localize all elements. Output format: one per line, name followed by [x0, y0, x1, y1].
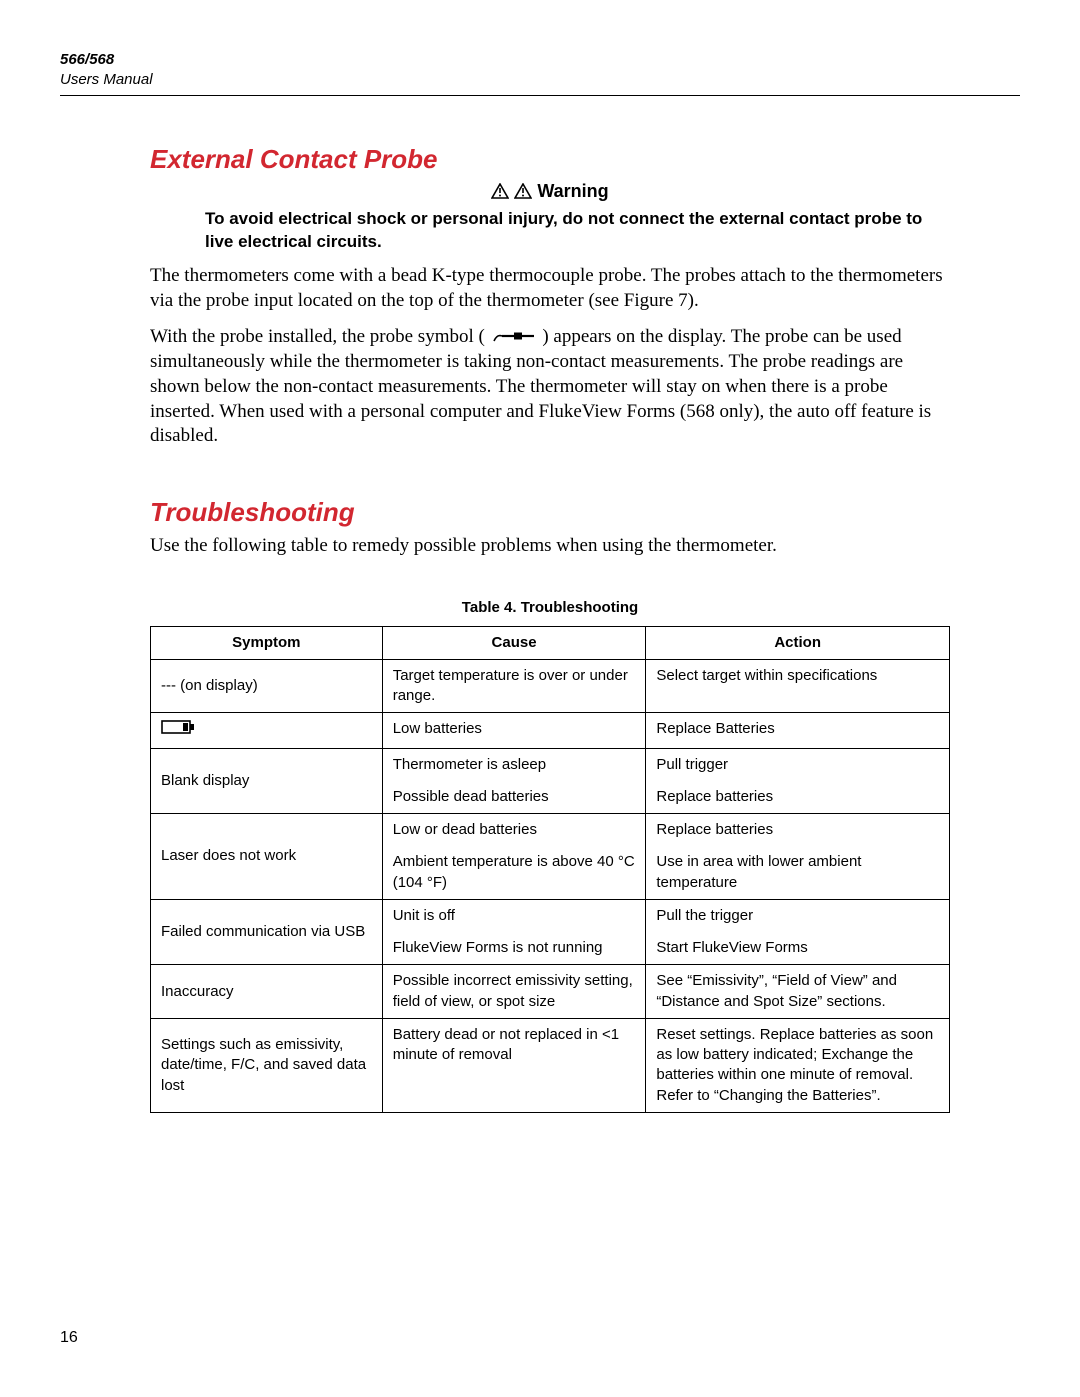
cell-cause: Target temperature is over or under rang… [382, 659, 646, 713]
warning-triangle-icon [491, 183, 509, 199]
cell-action: Use in area with lower ambient temperatu… [646, 846, 950, 899]
cell-cause: Thermometer is asleep [382, 748, 646, 781]
paragraph-troubleshooting-intro: Use the following table to remedy possib… [150, 534, 950, 559]
table-row: Failed communication via USB Unit is off… [151, 899, 950, 932]
cell-symptom: Blank display [151, 748, 383, 814]
cell-symptom: Failed communication via USB [151, 899, 383, 965]
cell-symptom: Inaccuracy [151, 965, 383, 1019]
cell-action: Start FlukeView Forms [646, 932, 950, 965]
table-row: Laser does not work Low or dead batterie… [151, 814, 950, 847]
cell-symptom: Laser does not work [151, 814, 383, 900]
page-number: 16 [60, 1329, 78, 1347]
cell-cause: Ambient temperature is above 40 °C (104 … [382, 846, 646, 899]
paragraph-probe-intro: The thermometers come with a bead K-type… [150, 264, 950, 313]
cell-action: Select target within specifications [646, 659, 950, 713]
table-header-row: Symptom Cause Action [151, 626, 950, 659]
warning-triangle-icon [514, 183, 532, 199]
table-row: Blank display Thermometer is asleep Pull… [151, 748, 950, 781]
battery-low-icon [161, 719, 195, 741]
cell-symptom: --- (on display) [151, 659, 383, 713]
probe-symbol-icon [492, 326, 536, 351]
troubleshooting-table: Symptom Cause Action --- (on display) Ta… [150, 626, 950, 1113]
col-symptom: Symptom [151, 626, 383, 659]
cell-action: Replace batteries [646, 814, 950, 847]
cell-action: Replace Batteries [646, 713, 950, 748]
col-action: Action [646, 626, 950, 659]
header-model: 566/568 [60, 50, 1020, 70]
cell-cause: Battery dead or not replaced in <1 minut… [382, 1018, 646, 1112]
cell-symptom: Settings such as emissivity, date/time, … [151, 1018, 383, 1112]
cell-symptom-battery [151, 713, 383, 748]
cell-cause: Possible incorrect emissivity setting, f… [382, 965, 646, 1019]
warning-body: To avoid electrical shock or personal in… [205, 208, 950, 254]
cell-action: Reset settings. Replace batteries as soo… [646, 1018, 950, 1112]
table-row: Settings such as emissivity, date/time, … [151, 1018, 950, 1112]
paragraph-probe-symbol: With the probe installed, the probe symb… [150, 325, 950, 449]
warning-label: Warning [537, 181, 608, 201]
cell-action: Pull the trigger [646, 899, 950, 932]
cell-cause: FlukeView Forms is not running [382, 932, 646, 965]
heading-troubleshooting: Troubleshooting [150, 497, 950, 528]
cell-cause: Unit is off [382, 899, 646, 932]
table-row: Low batteries Replace Batteries [151, 713, 950, 748]
table-row: Inaccuracy Possible incorrect emissivity… [151, 965, 950, 1019]
cell-action: See “Emissivity”, “Field of View” and “D… [646, 965, 950, 1019]
col-cause: Cause [382, 626, 646, 659]
header-subtitle: Users Manual [60, 70, 1020, 90]
cell-action: Replace batteries [646, 781, 950, 814]
cell-cause: Low or dead batteries [382, 814, 646, 847]
table-caption: Table 4. Troubleshooting [150, 599, 950, 616]
cell-cause: Low batteries [382, 713, 646, 748]
heading-external-probe: External Contact Probe [150, 144, 950, 175]
cell-action: Pull trigger [646, 748, 950, 781]
table-row: --- (on display) Target temperature is o… [151, 659, 950, 713]
cell-cause: Possible dead batteries [382, 781, 646, 814]
header-rule [60, 95, 1020, 96]
warning-heading: Warning [150, 181, 950, 202]
page-header: 566/568 Users Manual [60, 50, 1020, 89]
